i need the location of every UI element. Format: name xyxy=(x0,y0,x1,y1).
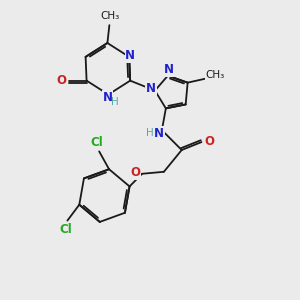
Text: N: N xyxy=(154,127,164,140)
Text: N: N xyxy=(146,82,156,95)
Text: N: N xyxy=(164,63,174,76)
Text: Cl: Cl xyxy=(91,136,103,149)
Text: CH₃: CH₃ xyxy=(101,11,120,21)
Text: O: O xyxy=(204,135,214,148)
Text: H: H xyxy=(146,128,154,138)
Text: N: N xyxy=(102,91,112,104)
Text: O: O xyxy=(130,166,140,179)
Text: O: O xyxy=(57,74,67,87)
Text: CH₃: CH₃ xyxy=(206,70,225,80)
Text: H: H xyxy=(111,98,119,107)
Text: Cl: Cl xyxy=(59,223,72,236)
Text: N: N xyxy=(125,50,135,62)
